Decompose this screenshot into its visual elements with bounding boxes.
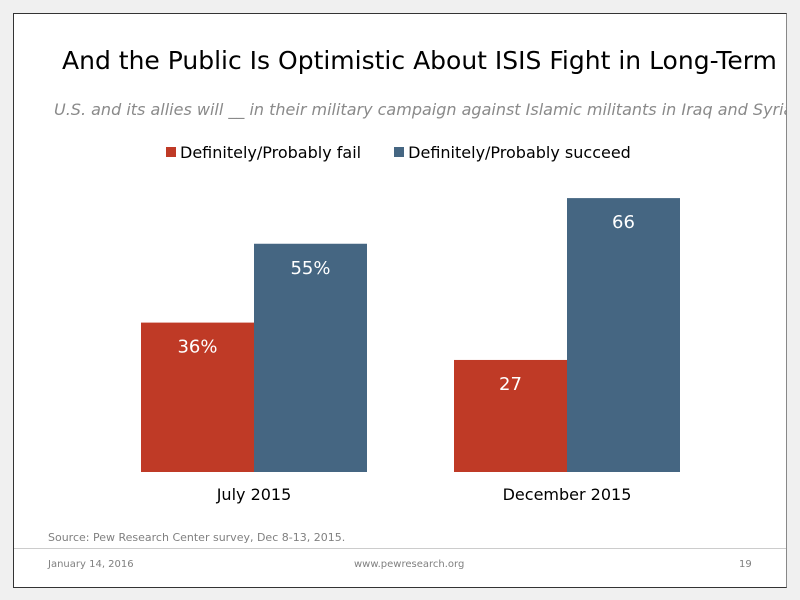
legend: Definitely/Probably fail Definitely/Prob… — [166, 142, 659, 162]
legend-label-succeed: Definitely/Probably succeed — [408, 142, 631, 162]
bar-fail-0 — [141, 322, 254, 472]
legend-label-fail: Definitely/Probably fail — [180, 142, 362, 162]
category-label: July 2015 — [216, 485, 292, 504]
category-label: December 2015 — [503, 485, 632, 504]
slide: And the Public Is Optimistic About ISIS … — [13, 13, 787, 588]
data-label: 66 — [612, 212, 635, 233]
bar-succeed-1 — [567, 198, 680, 472]
bar-chart: 36% 55% July 2015 27 66 December 2015 — [141, 198, 680, 504]
data-label: 36% — [177, 337, 217, 358]
data-label: 55% — [290, 258, 330, 279]
legend-item-succeed: Definitely/Probably succeed — [394, 143, 631, 162]
footer-url: www.pewresearch.org — [354, 559, 465, 570]
data-label: 27 — [499, 374, 522, 395]
slide-title: And the Public Is Optimistic About ISIS … — [62, 46, 777, 75]
legend-swatch-fail — [166, 147, 176, 157]
footer-date: January 14, 2016 — [48, 559, 134, 570]
footer-page-number: 19 — [739, 559, 752, 570]
slide-subtitle: U.S. and its allies will __ in their mil… — [54, 100, 787, 119]
source-note: Source: Pew Research Center survey, Dec … — [48, 531, 346, 544]
legend-swatch-succeed — [394, 147, 405, 157]
bar-fail-1 — [454, 359, 567, 472]
legend-item-fail: Definitely/Probably fail — [166, 143, 361, 162]
bar-succeed-0 — [254, 243, 367, 472]
footer-divider — [14, 548, 786, 549]
